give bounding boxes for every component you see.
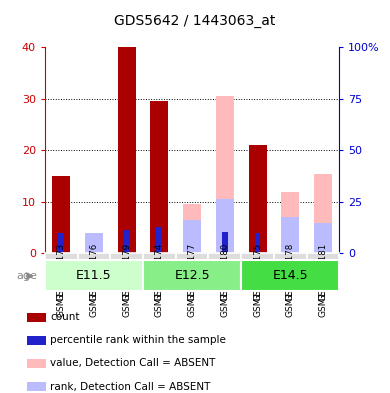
FancyBboxPatch shape <box>307 253 339 291</box>
Bar <box>27 382 46 391</box>
Text: E11.5: E11.5 <box>76 269 112 282</box>
Bar <box>124 230 129 253</box>
Bar <box>27 359 46 368</box>
Bar <box>314 174 332 253</box>
Text: value, Detection Call = ABSENT: value, Detection Call = ABSENT <box>50 358 215 369</box>
FancyBboxPatch shape <box>110 253 143 291</box>
Text: E12.5: E12.5 <box>174 269 210 282</box>
Text: GSM1310181: GSM1310181 <box>319 243 328 301</box>
Bar <box>27 313 46 322</box>
FancyBboxPatch shape <box>143 261 241 291</box>
Bar <box>222 232 228 253</box>
Text: GSM1310180: GSM1310180 <box>220 243 229 301</box>
FancyBboxPatch shape <box>143 253 176 291</box>
Text: GSM1310177: GSM1310177 <box>188 243 197 301</box>
Bar <box>118 47 136 253</box>
Bar <box>151 101 168 253</box>
Bar <box>248 145 266 253</box>
Bar <box>27 336 46 345</box>
Text: percentile rank within the sample: percentile rank within the sample <box>50 335 226 345</box>
Bar <box>85 233 103 253</box>
FancyBboxPatch shape <box>241 261 339 291</box>
Bar <box>255 233 261 253</box>
Text: GSM1310175: GSM1310175 <box>253 243 262 301</box>
Text: age: age <box>16 271 37 281</box>
Bar <box>216 96 234 253</box>
FancyBboxPatch shape <box>208 253 241 291</box>
Text: count: count <box>50 312 80 322</box>
Text: GSM1310173: GSM1310173 <box>57 243 66 301</box>
FancyBboxPatch shape <box>241 253 274 291</box>
Text: GSM1310179: GSM1310179 <box>122 243 131 301</box>
Text: GSM1310178: GSM1310178 <box>286 243 295 301</box>
Text: GSM1310174: GSM1310174 <box>155 243 164 301</box>
FancyBboxPatch shape <box>78 253 110 291</box>
FancyBboxPatch shape <box>45 261 143 291</box>
Text: E14.5: E14.5 <box>272 269 308 282</box>
FancyBboxPatch shape <box>176 253 208 291</box>
Bar <box>58 233 64 253</box>
Text: GDS5642 / 1443063_at: GDS5642 / 1443063_at <box>114 14 276 28</box>
Bar <box>183 220 201 253</box>
Text: rank, Detection Call = ABSENT: rank, Detection Call = ABSENT <box>50 382 210 391</box>
Bar <box>281 191 299 253</box>
Bar <box>156 227 162 253</box>
Text: GSM1310176: GSM1310176 <box>89 243 98 301</box>
Bar <box>52 176 70 253</box>
FancyBboxPatch shape <box>45 253 78 291</box>
Bar <box>85 246 103 253</box>
Bar <box>281 217 299 253</box>
Bar <box>216 199 234 253</box>
FancyBboxPatch shape <box>274 253 307 291</box>
Bar <box>183 204 201 253</box>
Bar <box>314 222 332 253</box>
